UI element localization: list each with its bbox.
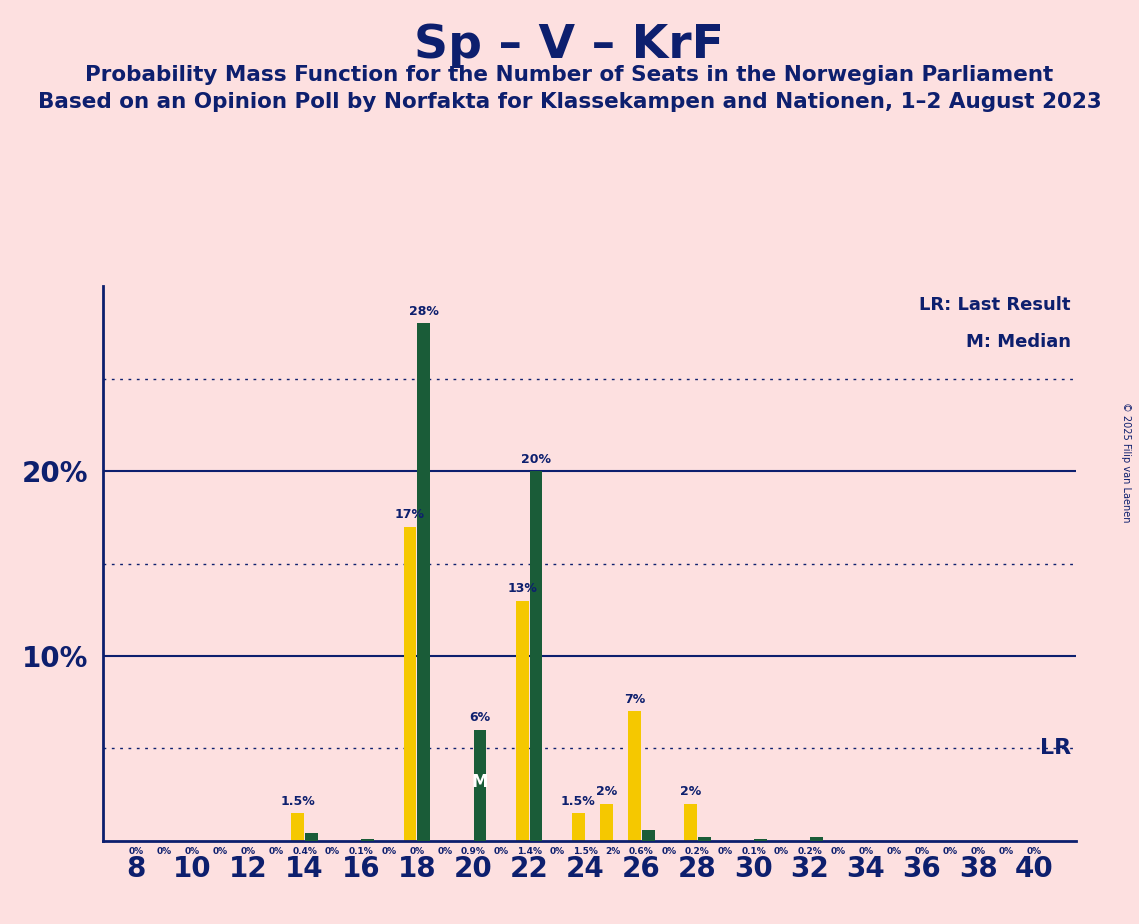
Text: M: M (472, 772, 489, 791)
Text: 0%: 0% (718, 847, 734, 857)
Text: 2%: 2% (606, 847, 621, 857)
Text: 7%: 7% (624, 693, 645, 706)
Text: 20%: 20% (521, 453, 551, 466)
Bar (600, 804, 613, 841)
Bar (629, 711, 641, 841)
Text: 0%: 0% (409, 847, 425, 857)
Text: 1.5%: 1.5% (573, 847, 598, 857)
Text: 0%: 0% (970, 847, 985, 857)
Text: 0%: 0% (859, 847, 874, 857)
Text: 0.2%: 0.2% (685, 847, 710, 857)
Bar (698, 837, 711, 841)
Text: 1.5%: 1.5% (562, 795, 596, 808)
Text: 2%: 2% (680, 785, 702, 798)
Bar (361, 839, 374, 841)
Text: 0%: 0% (942, 847, 958, 857)
Bar (754, 839, 767, 841)
Text: 28%: 28% (409, 305, 439, 318)
Bar (417, 323, 431, 841)
Text: 0%: 0% (775, 847, 789, 857)
Bar (403, 527, 416, 841)
Text: © 2025 Filip van Laenen: © 2025 Filip van Laenen (1121, 402, 1131, 522)
Text: 0%: 0% (1026, 847, 1042, 857)
Text: 6%: 6% (469, 711, 491, 724)
Text: 0%: 0% (437, 847, 452, 857)
Bar (530, 471, 542, 841)
Text: 0%: 0% (830, 847, 845, 857)
Text: LR: Last Result: LR: Last Result (919, 296, 1071, 313)
Text: 0%: 0% (662, 847, 677, 857)
Bar (516, 601, 528, 841)
Text: 0.1%: 0.1% (741, 847, 767, 857)
Text: 0%: 0% (550, 847, 565, 857)
Text: 0.4%: 0.4% (292, 847, 317, 857)
Text: 17%: 17% (395, 508, 425, 521)
Text: 0%: 0% (213, 847, 228, 857)
Text: 2%: 2% (596, 785, 617, 798)
Text: 0%: 0% (240, 847, 256, 857)
Text: 0.2%: 0.2% (797, 847, 822, 857)
Bar (292, 813, 304, 841)
Bar (572, 813, 584, 841)
Text: 13%: 13% (507, 582, 538, 595)
Bar (305, 833, 318, 841)
Bar (642, 830, 655, 841)
Text: 0.9%: 0.9% (460, 847, 485, 857)
Text: 0%: 0% (886, 847, 901, 857)
Text: 0%: 0% (915, 847, 929, 857)
Text: 0%: 0% (999, 847, 1014, 857)
Text: Probability Mass Function for the Number of Seats in the Norwegian Parliament: Probability Mass Function for the Number… (85, 65, 1054, 85)
Bar (474, 730, 486, 841)
Text: 0%: 0% (129, 847, 144, 857)
Text: M: Median: M: Median (966, 333, 1071, 350)
Text: 0%: 0% (185, 847, 199, 857)
Text: 0.1%: 0.1% (349, 847, 374, 857)
Text: LR: LR (1040, 738, 1071, 759)
Text: 0%: 0% (157, 847, 172, 857)
Text: 1.4%: 1.4% (517, 847, 541, 857)
Bar (685, 804, 697, 841)
Text: Based on an Opinion Poll by Norfakta for Klassekampen and Nationen, 1–2 August 2: Based on an Opinion Poll by Norfakta for… (38, 92, 1101, 113)
Text: 0.6%: 0.6% (629, 847, 654, 857)
Text: Sp – V – KrF: Sp – V – KrF (415, 23, 724, 68)
Text: 0%: 0% (382, 847, 396, 857)
Text: 1.5%: 1.5% (280, 795, 316, 808)
Bar (810, 837, 823, 841)
Text: 0%: 0% (325, 847, 341, 857)
Text: 0%: 0% (269, 847, 284, 857)
Text: 0%: 0% (493, 847, 509, 857)
